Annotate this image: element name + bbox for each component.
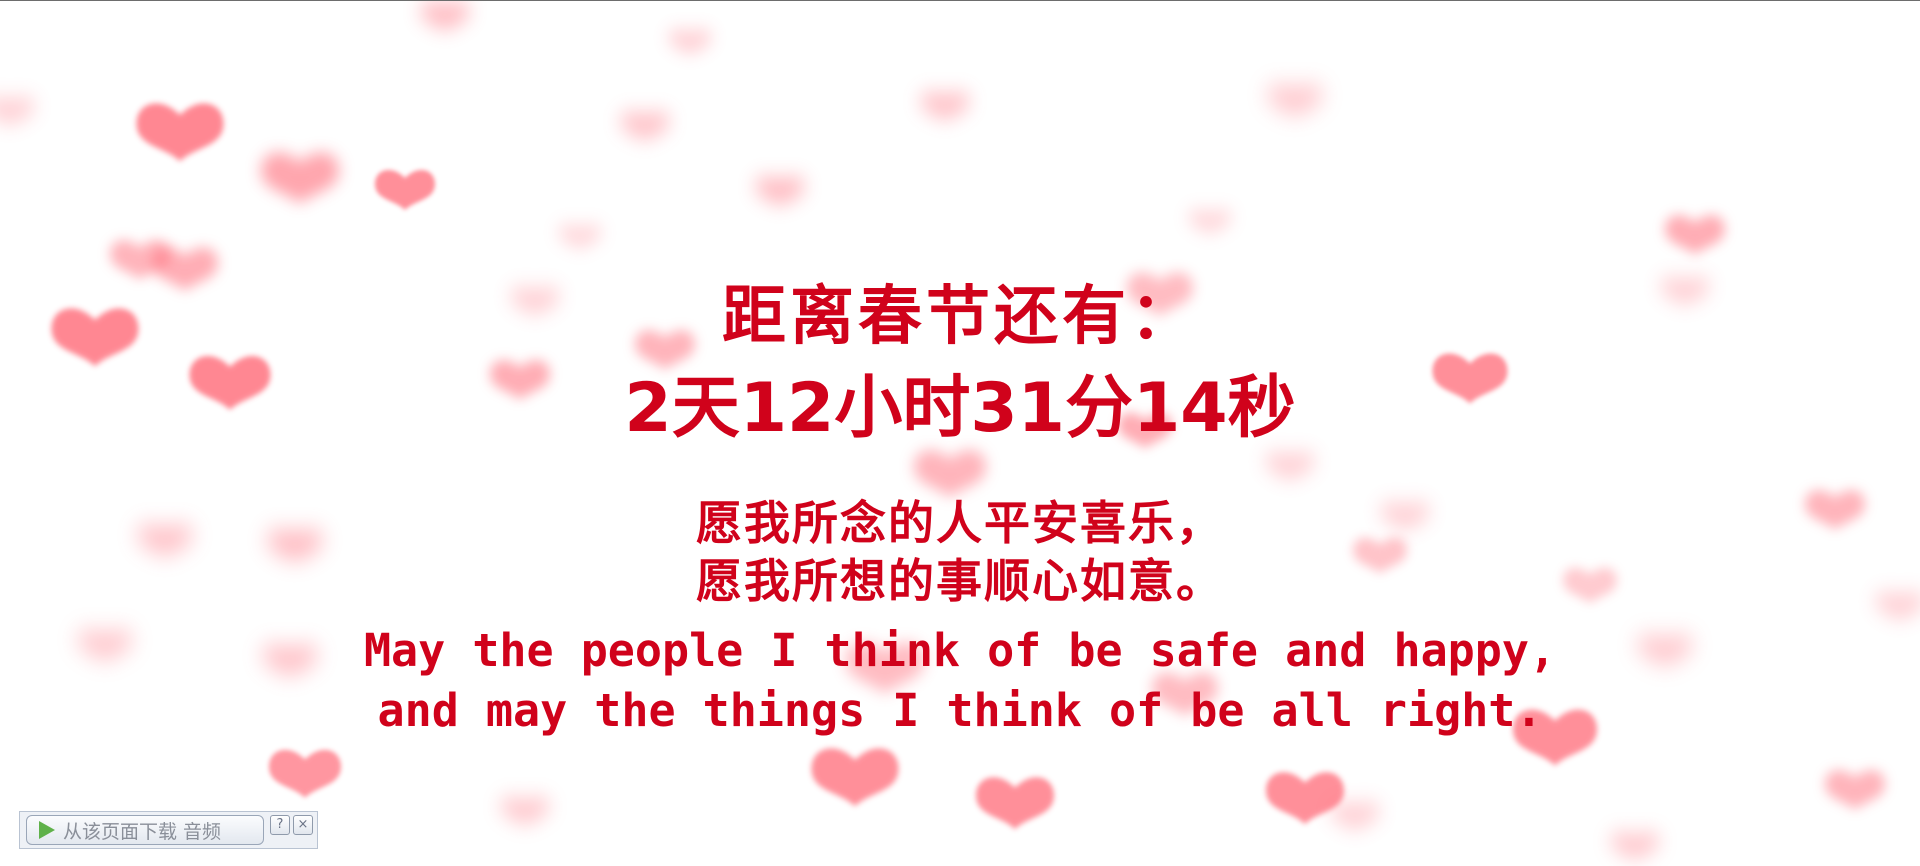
heart-icon [269,749,341,798]
countdown-timer: 2天12小时31分14秒 [624,369,1296,448]
heart-icon [1189,207,1231,236]
audio-download-toolbar: 从该页面下载 音频 ? × [19,811,318,849]
heart-icon [136,103,224,162]
download-audio-button[interactable]: 从该页面下载 音频 [26,815,264,845]
heart-icon [621,110,669,143]
heart-icon [914,449,986,498]
wish-english-line: May the people I think of be safe and ha… [363,624,1557,677]
heart-icon [1266,450,1314,483]
close-button[interactable]: × [293,815,313,835]
heart-icon [976,777,1054,830]
heart-icon [1331,800,1379,833]
heart-icon [261,152,339,205]
wish-english-line: and may the things I think of be all rig… [377,684,1543,737]
heart-icon [1665,215,1725,255]
heart-icon [756,175,804,208]
heart-icon [1268,82,1322,119]
wish-english: May the people I think of be safe and ha… [0,621,1920,741]
heart-icon [110,240,170,280]
play-icon [39,821,55,839]
wish-chinese: 愿我所念的人平安喜乐， 愿我所想的事顺心如意。 [0,494,1920,610]
heart-icon [1266,772,1344,825]
heart-icon [501,795,549,828]
wish-chinese-line: 愿我所念的人平安喜乐， [696,496,1224,550]
heart-icon [0,95,34,128]
heart-icon [1825,770,1885,810]
heart-icon [421,1,469,33]
help-button[interactable]: ? [270,815,290,835]
heart-icon [1611,830,1659,863]
countdown-title: 距离春节还有： [722,279,1198,354]
heart-icon [921,90,969,123]
heart-icon [375,170,435,210]
heart-icon [669,27,711,56]
download-audio-label: 从该页面下载 音频 [63,820,222,843]
wish-chinese-line: 愿我所想的事顺心如意。 [696,554,1224,608]
heart-icon [559,222,601,251]
heart-icon [811,748,899,807]
